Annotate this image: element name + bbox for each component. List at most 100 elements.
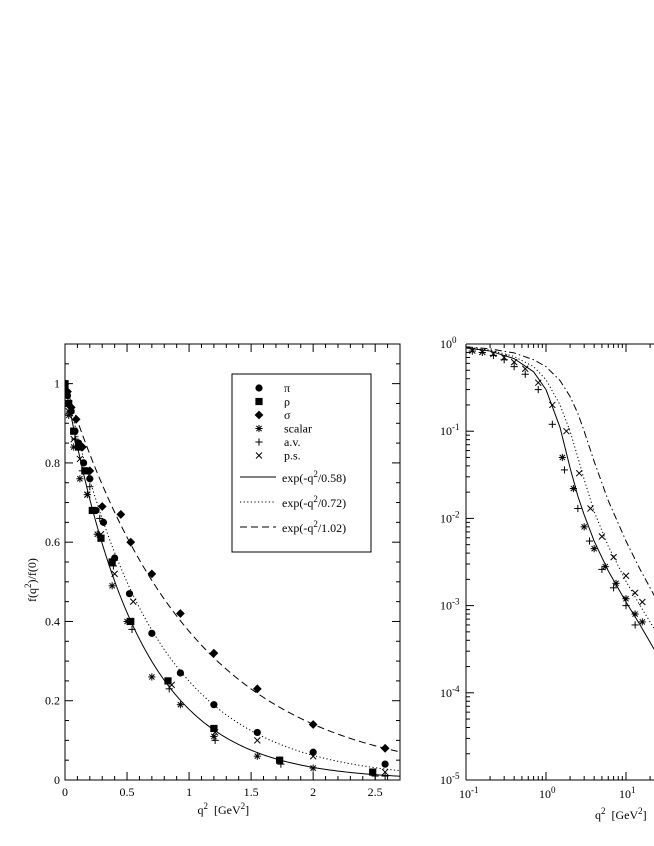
data-point-plus	[510, 363, 518, 371]
data-point-asterisk	[580, 523, 588, 531]
data-point-cross	[510, 358, 518, 366]
data-point-asterisk	[176, 701, 184, 709]
data-point-square	[127, 617, 135, 626]
data-point-plus	[622, 602, 630, 610]
superscript: 0	[551, 785, 556, 795]
y-axis-ticks	[466, 347, 474, 781]
data-point-cross	[622, 572, 630, 580]
legend-marker-asterisk	[255, 424, 263, 433]
x-tick-label: 101	[619, 785, 636, 801]
x-tick-label: 1.5	[244, 785, 259, 799]
legend-marker-circle	[255, 384, 263, 392]
legend-label: exp(-q2/0.72)	[282, 494, 346, 510]
legend-marker-square	[255, 397, 263, 406]
data-point-plus	[371, 772, 379, 780]
data-point-asterisk	[70, 443, 78, 451]
data-point-cross	[309, 752, 317, 760]
legend-label: scalar	[284, 422, 312, 436]
superscript: 1	[631, 785, 636, 795]
data-point-plus	[534, 385, 542, 394]
data-point-asterisk	[638, 618, 646, 626]
fit-curve-solid	[466, 347, 654, 651]
data-point-circle	[148, 629, 156, 637]
data-point-plus	[128, 625, 136, 633]
x-tick-label: 10-1	[459, 785, 479, 801]
data-point-circle	[309, 748, 317, 756]
legend-entry: scalar	[255, 422, 312, 436]
legend-label: exp(-q2/1.02)	[282, 519, 346, 535]
label-tail: /0.58)	[318, 471, 346, 485]
label-tail: /0.72)	[318, 496, 346, 510]
data-point-plus	[521, 370, 529, 378]
data-point-square	[97, 534, 105, 542]
superscript: 2	[241, 801, 246, 811]
data-point-asterisk	[622, 595, 630, 603]
label-tail: /1.02)	[318, 521, 346, 535]
data-point-diamond	[147, 569, 157, 579]
data-point-diamond	[116, 510, 126, 519]
y-tick-label: 10-2	[440, 509, 460, 525]
data-point-diamond	[85, 466, 95, 476]
data-point-circle	[125, 590, 134, 598]
data-point-asterisk	[108, 582, 116, 590]
superscript: 2	[601, 806, 606, 816]
superscript: -4	[452, 684, 460, 694]
y-tick-label: 0.6	[45, 535, 60, 549]
x-tick-label: 1	[186, 785, 192, 799]
data-point-plus	[66, 407, 74, 415]
y-tick-label: 10-3	[440, 597, 460, 613]
superscript: 2	[23, 584, 33, 589]
data-point-cross	[111, 570, 118, 578]
data-point-diamond	[71, 414, 81, 424]
data-point-plus	[631, 621, 639, 629]
data-point-cross	[70, 435, 78, 443]
x-axis-ticks	[465, 344, 651, 780]
legend-marker-cross	[255, 452, 263, 459]
data-point-circle	[86, 475, 94, 483]
data-point-asterisk	[253, 752, 261, 760]
data-point-asterisk	[123, 617, 131, 626]
data-point-plus	[277, 760, 285, 768]
data-point-plus	[96, 514, 104, 522]
data-point-plus	[78, 467, 86, 475]
y-tick-label: 100	[440, 335, 457, 351]
legend-label: σ	[284, 408, 291, 422]
data-point-plus	[574, 504, 582, 513]
data-point-cross	[253, 737, 261, 744]
data-point-circle	[176, 669, 184, 677]
data-point-square	[108, 558, 116, 566]
legend-entry: σ	[254, 408, 291, 422]
y-axis-label: f(q2)/f(0)	[23, 558, 39, 602]
y-tick-label: 1	[54, 377, 60, 391]
data-point-circle	[210, 701, 218, 709]
y-tick-label: 0.4	[45, 614, 60, 628]
data-point-cross	[211, 729, 219, 736]
data-point-diamond	[77, 442, 87, 452]
data-point-diamond	[308, 720, 318, 729]
data-point-cross	[478, 348, 486, 356]
data-point-square	[70, 427, 78, 435]
superscript: 2	[313, 469, 318, 479]
data-point-cross	[97, 530, 105, 538]
data-point-cross	[500, 354, 508, 361]
x-axis-units: [GeV	[214, 803, 241, 817]
label-tail: ]	[245, 803, 249, 817]
data-point-square	[65, 399, 73, 408]
data-point-asterisk	[558, 453, 566, 462]
x-axis-label: q2 [GeV2]	[198, 801, 250, 817]
data-point-asterisk	[631, 610, 639, 618]
data-point-cross	[490, 350, 497, 358]
fit-curve-dotted	[466, 347, 654, 630]
data-point-cross	[76, 455, 84, 463]
data-point-asterisk	[76, 475, 84, 483]
data-point-diamond	[252, 684, 262, 694]
x-axis-ticks	[64, 344, 401, 780]
y-tick-label: 10-4	[440, 684, 460, 700]
data-point-cross	[521, 365, 529, 373]
superscript: 2	[638, 806, 643, 816]
data-point-circle	[99, 518, 108, 526]
data-point-cross	[65, 388, 69, 395]
data-point-plus	[71, 435, 79, 443]
data-point-cross	[638, 598, 646, 606]
